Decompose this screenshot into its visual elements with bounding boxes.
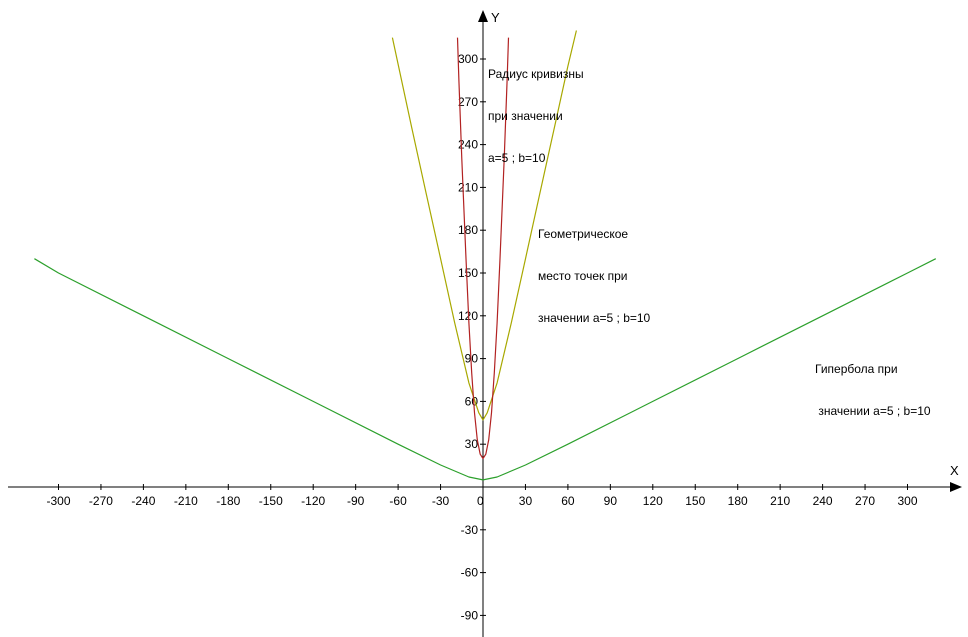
series-line-locus [391,30,577,421]
x-axis-arrow [950,482,962,492]
annotation-curvature: Радиус кривизны при значении a=5 ; b=10 [488,39,584,179]
y-tick-label: -60 [461,566,479,580]
x-tick: 60 [561,484,575,508]
x-tick-label: 300 [897,494,917,508]
x-tick-label: -30 [432,494,450,508]
annotation-line: при значении [488,109,563,123]
x-tick-label: -120 [301,494,325,508]
x-tick: 300 [897,484,918,508]
x-tick: -90 [347,484,365,508]
y-tick-label: 150 [458,266,478,280]
y-tick: 60 [465,394,486,408]
x-tick: 30 [519,484,533,508]
x-tick-label: -240 [131,494,155,508]
annotation-line: Радиус кривизны [488,67,584,81]
x-tick-label: 180 [728,494,748,508]
annotation-locus: Геометрическое место точек при значении … [538,199,650,339]
y-tick: 180 [458,223,486,237]
x-tick: 240 [813,484,833,508]
x-tick-label: 90 [604,494,618,508]
x-tick: 180 [728,484,748,508]
x-tick-label: -150 [259,494,283,508]
axes [8,10,962,637]
y-tick: -90 [461,608,486,622]
y-tick: 150 [458,266,486,280]
y-tick: 240 [458,138,486,152]
y-tick-label: -90 [461,608,479,622]
y-tick-label: 270 [458,95,478,109]
x-tick: 120 [643,484,663,508]
x-tick-label: 120 [643,494,663,508]
y-tick-label: 30 [465,437,479,451]
y-tick-label: 180 [458,223,478,237]
x-tick-label: -270 [89,494,113,508]
x-ticks: -300 -270 -240 -210 -180 -150 -120 -90 -60 -30 30 6… [46,484,918,508]
y-tick: -30 [461,523,486,537]
y-tick-label: 300 [458,52,478,66]
annotation-line: значении a=5 ; b=10 [538,311,651,325]
x-tick: -300 [46,484,71,508]
x-tick: -30 [432,484,450,508]
x-tick-label: -180 [216,494,240,508]
x-axis-label: X [950,463,959,478]
annotation-hyperbola: Гипербола при значении a=5 ; b=10 [815,334,931,432]
y-tick-label: 240 [458,138,478,152]
x-tick: -270 [89,484,113,508]
series-line-hyperbola [34,258,937,481]
x-tick: 90 [604,484,618,508]
series-line-curvature-radius [456,37,510,460]
y-tick-label: 210 [458,180,478,194]
x-tick-label: -300 [46,494,70,508]
origin-label: 0 [477,494,484,508]
x-tick: 150 [685,484,706,508]
x-tick-label: -60 [389,494,407,508]
x-tick-label: 210 [770,494,790,508]
x-tick-label: -90 [347,494,365,508]
y-tick: 300 [458,52,486,66]
y-axis-label: Y [491,10,500,25]
x-tick-label: 270 [855,494,875,508]
y-tick: 210 [458,180,486,194]
series-group [34,30,937,481]
y-tick: 270 [458,95,486,109]
annotation-line: Геометрическое [538,227,629,241]
y-tick: 30 [465,437,486,451]
x-tick-label: 30 [519,494,533,508]
x-tick: -180 [216,484,241,508]
x-tick: -120 [301,484,326,508]
annotation-line: место точек при [538,269,628,283]
annotation-line: значении a=5 ; b=10 [815,404,931,418]
x-tick: -210 [174,484,198,508]
x-tick: 270 [855,484,875,508]
x-tick: 210 [770,484,790,508]
x-tick-label: 240 [813,494,833,508]
annotation-line: Гипербола при [815,362,898,376]
y-tick-label: -30 [461,523,479,537]
y-tick-label: 60 [465,394,479,408]
annotation-line: a=5 ; b=10 [488,151,546,165]
x-tick-label: -210 [174,494,198,508]
y-tick: 120 [458,309,486,323]
y-tick: -60 [461,566,486,580]
y-axis-arrow [478,10,488,22]
x-tick-label: 150 [685,494,705,508]
x-tick: -240 [131,484,156,508]
x-tick: -150 [259,484,283,508]
x-tick-label: 60 [561,494,575,508]
x-tick: -60 [389,484,407,508]
